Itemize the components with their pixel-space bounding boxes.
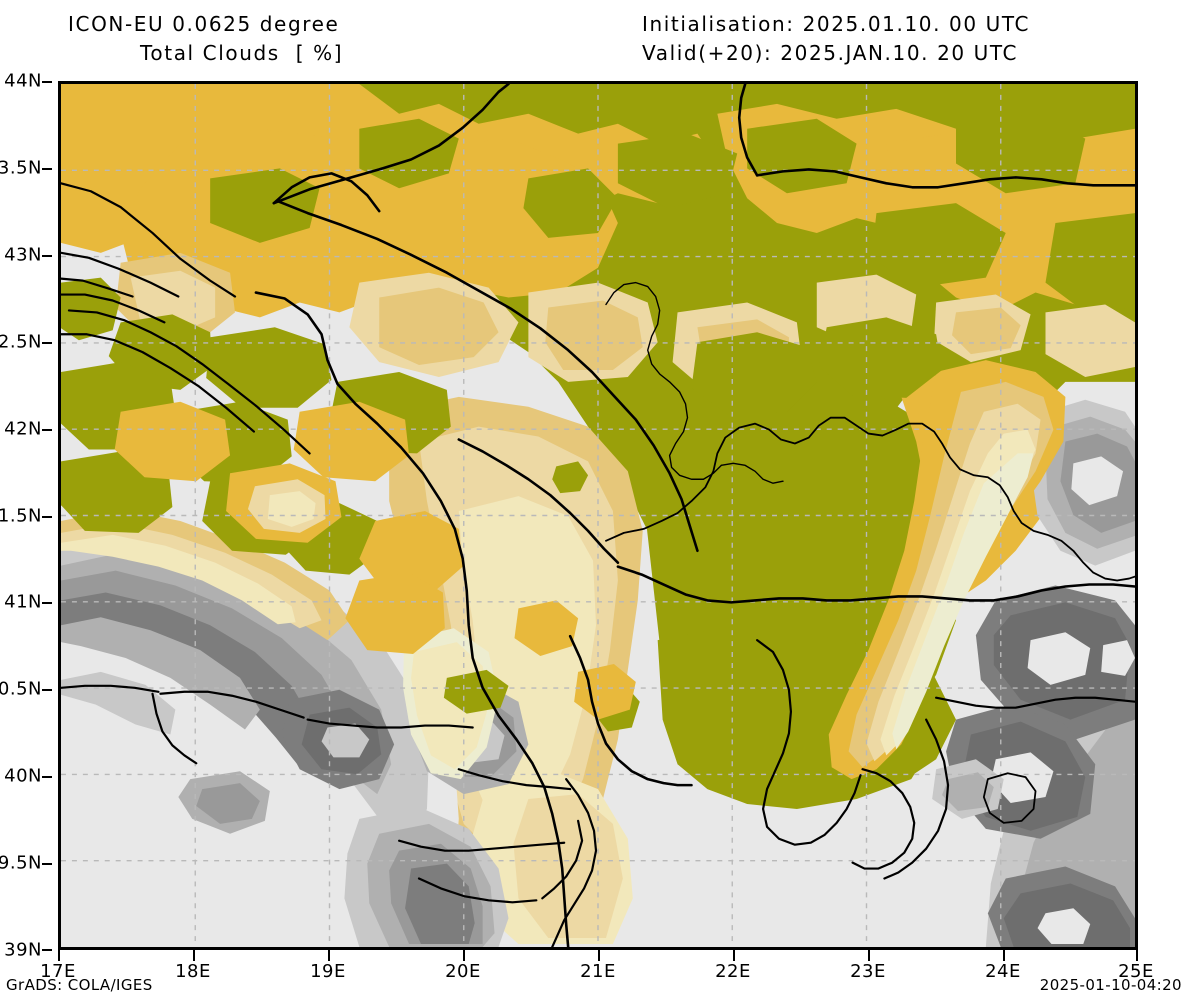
- y-tick-label: 40.5N: [0, 678, 42, 700]
- valid-time-text: Valid(+20): 2025.JAN.10. 20 UTC: [642, 41, 1019, 65]
- field-title: Total Clouds [ %]: [140, 41, 344, 65]
- y-tick-mark: [42, 81, 52, 83]
- x-tick-label: 17E: [40, 961, 76, 982]
- x-tick-label: 21E: [580, 961, 616, 982]
- x-tick-mark: [58, 949, 60, 961]
- longitude-axis: 17E 18E 19E 20E 21E 22E 23E 24E 25E: [0, 949, 1200, 982]
- initialisation-text: Initialisation: 2025.01.10. 00 UTC: [642, 12, 1031, 36]
- x-tick-mark: [328, 949, 330, 961]
- x-tick-label: 18E: [175, 961, 211, 982]
- y-tick-mark: [42, 602, 52, 605]
- x-tick-mark: [598, 949, 600, 961]
- x-tick-label: 22E: [715, 961, 751, 982]
- y-tick-label: 39N: [4, 939, 42, 961]
- y-tick-mark: [42, 341, 52, 344]
- y-tick-mark: [42, 689, 52, 692]
- grads-credit: GrADS: COLA/IGES: [6, 976, 153, 994]
- x-tick-label: 24E: [985, 961, 1021, 982]
- header-right: Initialisation: 2025.01.10. 00 UTC Valid…: [642, 10, 1162, 68]
- y-tick-label: 41.5N: [0, 505, 42, 526]
- y-tick-label: 42N: [4, 418, 42, 440]
- x-tick-mark: [868, 949, 870, 961]
- y-tick-label: 44N: [4, 70, 42, 92]
- y-tick-label: 43.5N: [0, 157, 42, 179]
- y-tick-label: 42.5N: [0, 331, 42, 353]
- header-left: ICON-EU 0.0625 degree Total Clouds [ %]: [68, 10, 488, 68]
- y-tick-label: 40N: [4, 765, 42, 787]
- map-canvas: [61, 84, 1135, 947]
- x-tick-mark: [1136, 949, 1138, 961]
- x-tick-label: 20E: [445, 961, 481, 982]
- model-title: ICON-EU 0.0625 degree: [68, 12, 340, 36]
- map-plot-area: [58, 81, 1138, 950]
- y-tick-mark: [42, 515, 52, 518]
- x-tick-mark: [193, 949, 195, 961]
- latitude-axis: 44N 43.5N 43N 42.5N 42N 41.5N 41N 40.5N …: [0, 71, 52, 961]
- x-tick-label: 19E: [310, 961, 346, 982]
- x-tick-mark: [733, 949, 735, 961]
- render-timestamp: 2025-01-10-04:20: [1039, 976, 1182, 994]
- x-tick-mark: [1003, 949, 1005, 961]
- y-tick-mark: [42, 428, 52, 431]
- cloud-cover-raster: [61, 84, 1135, 947]
- y-tick-label: 39.5N: [0, 852, 42, 874]
- y-tick-mark: [42, 776, 52, 779]
- map-gridlines: [61, 84, 1135, 947]
- coastline-and-borders: [61, 84, 1135, 947]
- y-tick-mark: [42, 863, 52, 866]
- y-tick-mark: [42, 949, 52, 951]
- x-tick-mark: [463, 949, 465, 961]
- y-tick-label: 43N: [4, 244, 42, 266]
- y-tick-mark: [42, 254, 52, 257]
- x-tick-label: 25E: [1118, 961, 1154, 982]
- y-tick-mark: [42, 167, 52, 170]
- x-tick-label: 23E: [850, 961, 886, 982]
- y-tick-label: 41N: [4, 591, 42, 613]
